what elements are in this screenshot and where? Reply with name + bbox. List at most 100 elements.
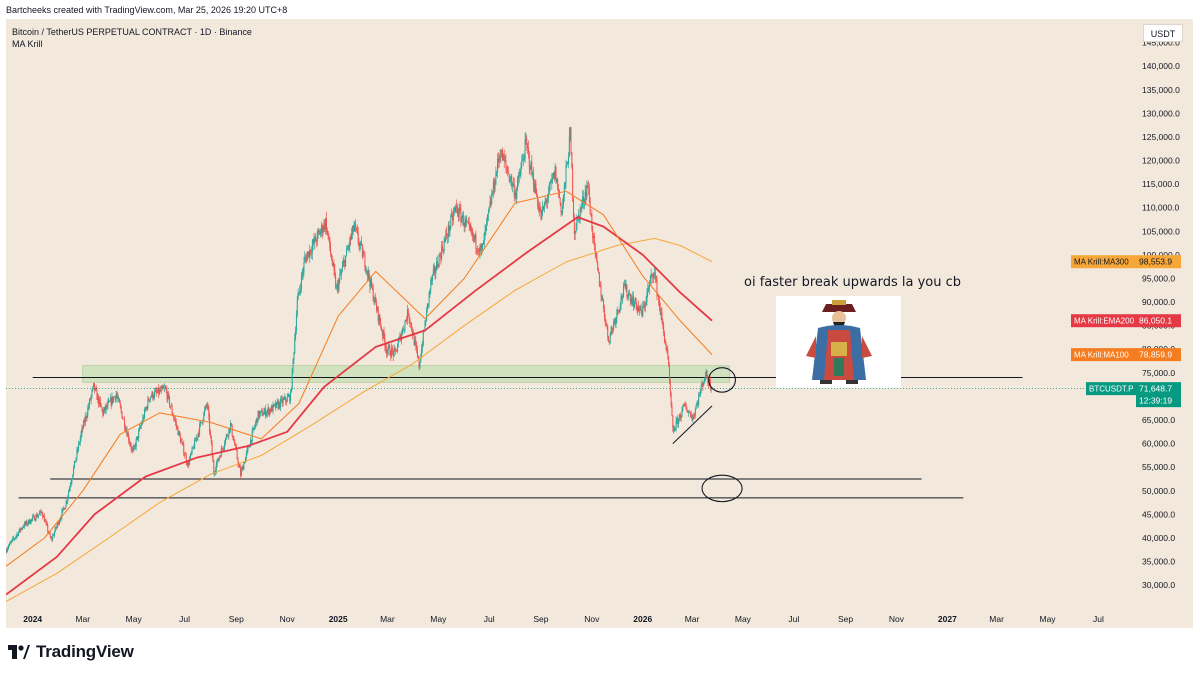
candle-body xyxy=(648,288,650,290)
candle-body xyxy=(677,419,679,425)
candle-body xyxy=(225,434,227,439)
series-name-tag[interactable] xyxy=(1071,348,1136,362)
candle-body xyxy=(561,212,563,214)
x-tick-label: May xyxy=(430,614,447,624)
candle-body xyxy=(184,454,186,456)
candle-body xyxy=(128,434,130,441)
candle-body xyxy=(201,422,203,424)
trendline[interactable] xyxy=(672,405,713,444)
price-chart[interactable]: 30,000.0 35,000.0 40,000.0 45,000.0 50,000.0… xyxy=(6,19,1193,628)
candle-body xyxy=(352,226,354,232)
candle-body xyxy=(310,252,312,254)
tradingview-logo[interactable]: TradingView xyxy=(8,642,134,662)
candle-body xyxy=(70,482,72,486)
candle-body xyxy=(495,172,497,185)
candle-body xyxy=(35,514,37,520)
candle-body xyxy=(474,234,476,240)
candle-body xyxy=(249,446,251,448)
series-value-tag[interactable] xyxy=(1136,314,1181,328)
candle-body xyxy=(55,527,57,529)
chart-annotation-text[interactable]: oi faster break upwards la you cb xyxy=(744,275,962,290)
candle-body xyxy=(592,229,594,239)
candle-body xyxy=(73,460,75,468)
candle-body xyxy=(170,406,172,408)
candle-body xyxy=(298,292,300,293)
candle-body xyxy=(632,296,634,305)
y-tick-label: 105,000.0 xyxy=(1142,226,1180,236)
last-price-tag[interactable] xyxy=(1136,382,1181,408)
series-value-tag[interactable] xyxy=(1136,348,1181,362)
ellipse-annotation[interactable] xyxy=(701,474,743,503)
support-zone[interactable] xyxy=(82,365,730,383)
candle-body xyxy=(68,491,70,497)
candle-body xyxy=(462,214,464,219)
symbol-title[interactable]: Bitcoin / TetherUS PERPETUAL CONTRACT · … xyxy=(12,27,252,37)
candle-body xyxy=(371,278,373,288)
symbol-name-tag[interactable] xyxy=(1086,382,1136,396)
candle-body xyxy=(675,420,677,430)
candle-body xyxy=(689,411,691,413)
candle-body xyxy=(26,521,28,525)
candle-body xyxy=(144,409,146,419)
candle-body xyxy=(139,427,141,428)
candle-body xyxy=(182,442,184,445)
candle-body xyxy=(466,221,468,223)
candle-body xyxy=(319,231,321,235)
indicator-title[interactable]: MA Krill xyxy=(12,39,43,49)
candle-body xyxy=(98,399,100,405)
candle-body xyxy=(66,501,68,502)
x-tick-label: Mar xyxy=(989,614,1004,624)
candle-body xyxy=(648,283,650,289)
candle-body xyxy=(123,418,125,420)
candle-body xyxy=(516,188,518,199)
candle-body xyxy=(285,400,287,402)
candle-body xyxy=(593,235,595,244)
y-tick-label: 100,000.0 xyxy=(1142,250,1180,260)
candle-body xyxy=(153,397,155,399)
candle-body xyxy=(281,398,283,404)
candle-body xyxy=(272,404,274,412)
ma-line-ma100[interactable] xyxy=(6,190,713,567)
series-name-tag[interactable] xyxy=(1071,314,1136,328)
candle-body xyxy=(662,320,664,324)
x-tick-label: Nov xyxy=(584,614,600,624)
candle-body xyxy=(567,163,569,164)
candle-body xyxy=(321,225,323,234)
sticker-image[interactable] xyxy=(776,296,901,388)
candle-body xyxy=(204,409,206,413)
candle-body xyxy=(606,323,608,326)
candle-body xyxy=(692,417,694,421)
candle-body xyxy=(89,399,91,401)
candle-body xyxy=(603,300,605,309)
candle-body xyxy=(670,392,672,406)
candle-body xyxy=(634,298,636,303)
candle-body xyxy=(611,328,613,330)
candle-body xyxy=(41,512,43,514)
candle-body xyxy=(248,446,250,448)
candle-body xyxy=(374,297,376,302)
series-value-tag[interactable] xyxy=(1136,255,1181,269)
candle-body xyxy=(541,210,543,220)
candle-body xyxy=(542,206,544,210)
candle-body xyxy=(658,300,660,308)
candle-body xyxy=(213,461,215,474)
candle-body xyxy=(664,342,666,344)
candle-body xyxy=(507,169,509,173)
series-name-tag[interactable] xyxy=(1071,255,1136,269)
candle-body xyxy=(652,273,654,278)
candle-body xyxy=(486,219,488,226)
candle-body xyxy=(496,172,498,173)
candle-body xyxy=(567,156,569,164)
chart-frame[interactable]: 30,000.0 35,000.0 40,000.0 45,000.0 50,000.0… xyxy=(6,19,1193,628)
candle-body xyxy=(710,388,712,390)
candle-body xyxy=(136,436,138,440)
candles[interactable] xyxy=(6,126,713,554)
ellipse-annotation[interactable] xyxy=(708,367,736,393)
candle-body xyxy=(445,233,447,240)
candle-body xyxy=(552,172,554,178)
candle-body xyxy=(612,328,614,330)
candle-body xyxy=(511,176,513,186)
currency-button[interactable]: USDT xyxy=(1143,24,1183,42)
candle-body xyxy=(231,425,233,436)
ma-line-ma300[interactable] xyxy=(6,237,713,603)
